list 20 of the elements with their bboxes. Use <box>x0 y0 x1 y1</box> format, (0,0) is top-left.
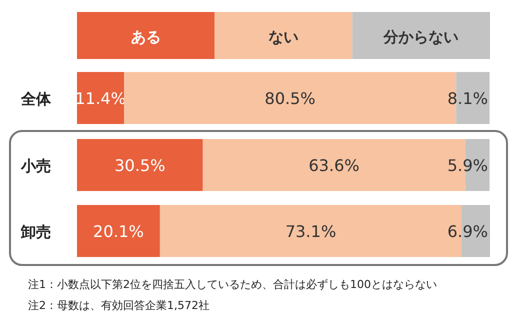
data-label: 5.9% <box>447 156 488 175</box>
series-label: ある <box>130 28 161 46</box>
data-label: 6.9% <box>447 222 488 241</box>
data-label: 8.1% <box>447 89 488 108</box>
bar <box>77 139 203 191</box>
series-label: 分からない <box>382 28 459 46</box>
y-tick-label: 全体 <box>20 90 52 108</box>
data-label: 11.4% <box>75 89 126 108</box>
y-tick-label: 小売 <box>20 157 51 175</box>
bar <box>77 72 124 124</box>
text: 注2：母数は、有効回答企業1,572社 <box>28 299 210 312</box>
bar <box>77 205 160 257</box>
y-tick-label: 卸売 <box>20 223 51 241</box>
text: 注1：小数点以下第2位を四捨五入しているため、合計は必ずしも100とはならない <box>28 278 437 291</box>
series-label: ない <box>268 28 298 46</box>
data-label: 30.5% <box>114 156 166 175</box>
data-label: 73.1% <box>285 222 336 241</box>
data-label: 20.1% <box>93 222 144 241</box>
data-label: 63.6% <box>308 156 360 175</box>
data-label: 80.5% <box>264 89 316 108</box>
